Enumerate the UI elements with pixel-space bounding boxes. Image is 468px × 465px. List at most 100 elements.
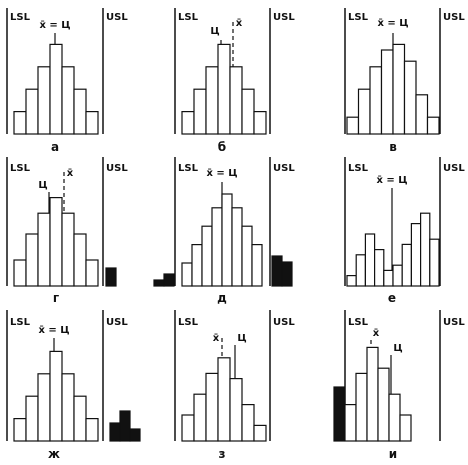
histogram-bar [85, 110, 99, 135]
histogram-bar [85, 259, 99, 287]
histogram-bar [25, 395, 39, 442]
histogram-bar [366, 346, 379, 442]
panel-letter: е [388, 291, 396, 305]
histogram-bar [383, 269, 394, 287]
histogram-bar [217, 357, 231, 442]
center-label: Ц [237, 333, 246, 344]
histogram-bar [13, 110, 27, 135]
panel-letter: ж [48, 447, 60, 461]
panel-letter: в [389, 140, 397, 154]
histogram-panel-zh: LSL USL x̄ = Ц ж [6, 310, 141, 461]
usl-label: USL [443, 163, 465, 174]
mean-label: x̄ [236, 18, 243, 29]
histogram-bar [369, 66, 383, 135]
out-of-spec-bar-left [333, 386, 345, 442]
lsl-label: LSL [178, 163, 199, 174]
histogram-bar [73, 233, 87, 287]
histogram-panel-d: LSL USL x̄ = Ц д [153, 157, 295, 305]
panel-letter: и [389, 447, 397, 461]
mean-label: x̄ [373, 328, 380, 339]
histogram-bar [388, 393, 401, 442]
center-label: x̄ = Ц [376, 175, 407, 186]
mean-label: x̄ [213, 333, 220, 344]
histogram-bar [364, 233, 376, 287]
histogram-bar [181, 414, 195, 442]
panel-letter: з [219, 447, 226, 461]
lsl-label: LSL [10, 12, 31, 23]
center-label: Ц [393, 343, 402, 354]
usl-label: USL [443, 317, 465, 328]
histogram-bar [253, 424, 267, 442]
histogram-bar [61, 373, 75, 442]
center-label: Ц [38, 180, 47, 191]
histogram-bar [410, 223, 422, 287]
histogram-bar [346, 116, 360, 135]
histogram-bars [333, 346, 412, 442]
panel-letter: г [53, 291, 59, 305]
histogram-bar [229, 66, 243, 135]
histogram-bar [429, 238, 440, 287]
histogram-bar [355, 254, 367, 287]
center-label: x̄ = Ц [39, 20, 70, 31]
histogram-bars [13, 350, 141, 442]
histogram-bar [37, 373, 51, 442]
histogram-bar [211, 207, 223, 287]
histogram-bar [344, 404, 357, 442]
histogram-panel-z: LSL USL Ц x̄ з [174, 310, 295, 461]
center-label: Ц [210, 26, 219, 37]
histogram-bar [61, 66, 75, 135]
panel-letter: д [217, 291, 227, 305]
lsl-label: LSL [348, 163, 369, 174]
usl-label: USL [273, 163, 295, 174]
histogram-bars [153, 193, 293, 287]
center-label: x̄ = Ц [377, 18, 408, 29]
histogram-bar [241, 88, 255, 135]
out-of-spec-bar-right [119, 410, 131, 442]
histogram-bar [73, 88, 87, 135]
histogram-bar [392, 43, 406, 135]
histogram-bar [49, 43, 63, 135]
out-of-spec-bar-left [153, 279, 165, 287]
histogram-bar [217, 43, 231, 135]
histogram-bar [399, 414, 412, 442]
histogram-bar [25, 88, 39, 135]
mean-label: x̄ [67, 168, 74, 179]
center-label: x̄ = Ц [38, 325, 69, 336]
out-of-spec-bar-right [105, 267, 117, 287]
histogram-bar [415, 94, 429, 135]
histogram-panel-i: LSL USL Ц x̄ и [333, 310, 465, 461]
histogram-bar [401, 243, 413, 287]
usl-label: USL [443, 12, 465, 23]
histogram-bar [374, 249, 385, 287]
lsl-label: LSL [178, 12, 199, 23]
histogram-bar [426, 116, 440, 135]
usl-label: USL [273, 12, 295, 23]
histogram-bar [355, 372, 368, 442]
usl-label: USL [106, 317, 128, 328]
histogram-bar [221, 193, 233, 287]
histogram-panel-a: LSL USL x̄ = Ц а [6, 8, 128, 154]
histogram-panel-g: LSL USL Ц x̄ г [6, 157, 128, 305]
histogram-bar [85, 418, 99, 442]
histogram-bar [193, 393, 207, 442]
panel-letter: б [218, 140, 226, 154]
histogram-panel-b: LSL USL Ц x̄ б [174, 8, 295, 154]
out-of-spec-bar-right [109, 422, 121, 442]
histogram-bar [37, 66, 51, 135]
histogram-bar [181, 110, 195, 135]
out-of-spec-bar-right [129, 428, 141, 442]
histogram-bars [346, 43, 440, 135]
out-of-spec-bar-left [163, 273, 175, 287]
histogram-bar [13, 259, 27, 287]
histogram-bar [73, 395, 87, 442]
out-of-spec-bar-right [281, 261, 293, 287]
histogram-bar [251, 244, 263, 287]
histogram-bar [49, 197, 63, 287]
histogram-bar [49, 350, 63, 442]
histogram-bars [181, 357, 267, 442]
histogram-bar [193, 88, 207, 135]
out-of-spec-bar-right [271, 255, 283, 287]
center-label: x̄ = Ц [206, 168, 237, 179]
histogram-bar [380, 49, 394, 135]
lsl-label: LSL [10, 163, 31, 174]
